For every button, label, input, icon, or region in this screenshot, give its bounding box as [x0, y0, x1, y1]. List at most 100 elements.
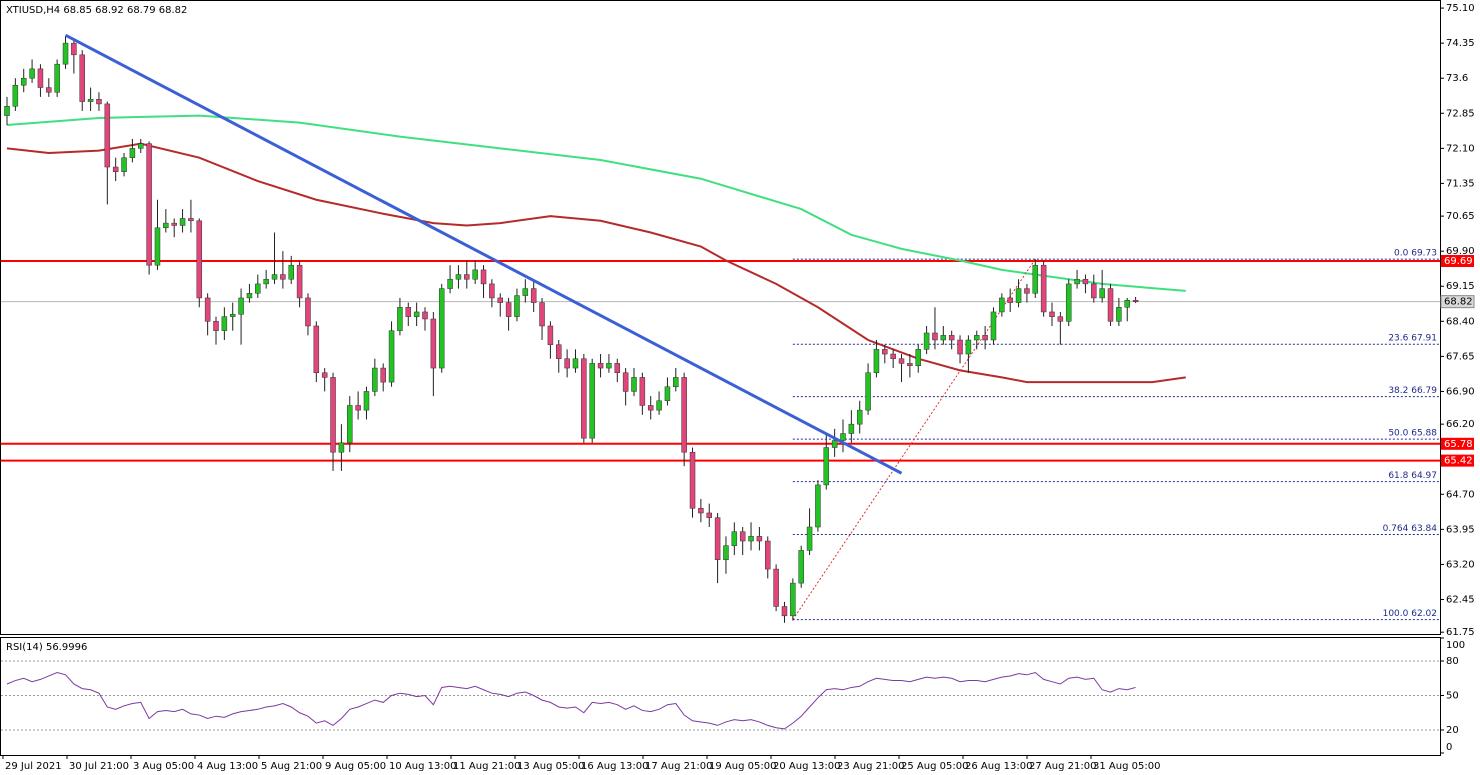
candle-body	[614, 363, 621, 373]
y-tick-label: 62.45	[1446, 594, 1475, 605]
trend-line	[64, 33, 903, 475]
candle-body	[965, 339, 972, 355]
candle-body	[647, 405, 654, 411]
candle-body	[363, 391, 370, 411]
x-tick-label: 3 Aug 05:00	[133, 761, 194, 772]
candle-body	[179, 218, 186, 226]
candle-body	[146, 143, 152, 266]
candle-body	[890, 353, 896, 359]
y-tick-label: 66.20	[1446, 419, 1475, 430]
candle-body	[380, 367, 386, 383]
candle-body	[714, 517, 721, 560]
x-tick-label: 4 Aug 13:00	[197, 761, 258, 772]
chart-title: XTIUSD,H4 68.85 68.92 68.79 68.82	[6, 5, 187, 16]
candle-body	[447, 278, 453, 289]
candle-body	[20, 77, 27, 86]
candle-body	[280, 274, 286, 280]
y-tick-label: 69.15	[1446, 281, 1475, 292]
candle-body	[96, 98, 102, 105]
candle-body	[221, 316, 228, 331]
rsi-tick-label: 100	[1446, 640, 1465, 651]
rsi-title: RSI(14) 56.9996	[6, 642, 87, 653]
candle-body	[330, 377, 336, 453]
x-tick-label: 16 Aug 13:00	[581, 761, 648, 772]
candle-body	[1091, 283, 1097, 299]
candle-body	[104, 103, 111, 168]
candle-body	[1124, 300, 1130, 308]
candle-body	[581, 358, 587, 439]
y-tick-label: 71.35	[1446, 178, 1475, 189]
x-tick-label: 31 Aug 05:00	[1093, 761, 1160, 772]
rsi-tick-label: 0	[1446, 742, 1452, 753]
level-box	[1441, 254, 1474, 267]
candle-body	[806, 526, 813, 551]
candle-body	[347, 405, 353, 444]
rsi-tick-label: 80	[1446, 656, 1459, 667]
candle-body	[204, 297, 211, 322]
candle-body	[464, 274, 470, 280]
candle-body	[898, 358, 905, 364]
level-label: 65.42	[1444, 456, 1473, 467]
y-tick-label: 67.65	[1446, 351, 1475, 362]
candle-body	[413, 311, 420, 317]
candle-body	[974, 335, 980, 341]
candle-body	[1099, 288, 1105, 299]
candle-body	[739, 531, 746, 542]
candle-body	[1015, 288, 1022, 303]
fib-level-label: 23.6 67.91	[1388, 334, 1437, 344]
level-box	[1441, 437, 1474, 450]
x-tick-label: 19 Aug 05:00	[709, 761, 776, 772]
candle-body	[915, 349, 921, 366]
candle-body	[856, 409, 863, 425]
y-tick-label: 70.65	[1446, 211, 1475, 222]
candle-body	[948, 335, 955, 341]
candle-body	[112, 166, 119, 172]
y-tick-label: 73.6	[1446, 73, 1468, 84]
candle-body	[840, 433, 846, 441]
y-tick-label: 63.20	[1446, 559, 1475, 570]
candle-body	[46, 87, 52, 93]
x-tick-label: 29 Jul 2021	[5, 761, 62, 772]
candle-body	[907, 363, 913, 366]
y-tick-label: 68.40	[1446, 316, 1475, 327]
candle-body	[288, 264, 294, 280]
candle-body	[171, 222, 177, 226]
candle-body	[756, 536, 763, 542]
candle-body	[823, 447, 830, 486]
candle-body	[37, 68, 44, 88]
candle-body	[748, 536, 754, 542]
candle-body	[999, 297, 1005, 313]
x-tick-label: 27 Aug 21:00	[1029, 761, 1096, 772]
candle-body	[1132, 300, 1139, 302]
candle-body	[355, 405, 361, 411]
candle-body	[698, 508, 704, 514]
candle-body	[138, 143, 144, 149]
candle-body	[129, 148, 136, 158]
x-tick-label: 9 Aug 05:00	[325, 761, 386, 772]
candle-body	[229, 314, 236, 317]
candle-body	[430, 318, 437, 369]
candle-body	[505, 302, 512, 317]
candle-body	[848, 423, 855, 434]
moving-average	[6, 142, 1186, 384]
candle-body	[12, 84, 19, 107]
candle-body	[163, 222, 169, 229]
candle-body	[790, 582, 796, 617]
candle-body	[932, 332, 938, 341]
candle-body	[455, 274, 462, 280]
candle-body	[622, 372, 629, 392]
x-tick-label: 10 Aug 13:00	[389, 761, 456, 772]
candle-body	[556, 344, 562, 359]
y-tick-label: 72.10	[1446, 143, 1475, 154]
candle-body	[321, 372, 328, 378]
candle-body	[87, 98, 94, 102]
candle-body	[990, 311, 997, 341]
x-tick-label: 25 Aug 05:00	[901, 761, 968, 772]
candle-body	[1074, 278, 1080, 285]
candle-body	[296, 264, 303, 299]
candle-body	[706, 512, 712, 518]
candle-body	[731, 531, 738, 546]
level-label: 69.69	[1444, 256, 1473, 267]
